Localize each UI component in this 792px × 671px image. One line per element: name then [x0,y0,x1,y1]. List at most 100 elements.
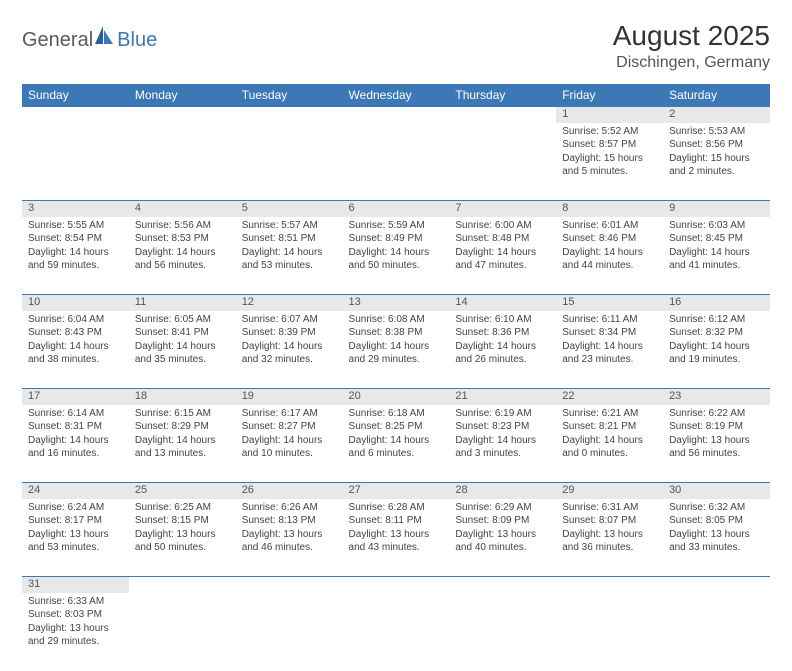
sunset-text: Sunset: 8:41 PM [135,326,230,340]
sunset-text: Sunset: 8:57 PM [562,138,657,152]
day-data-cell: Sunrise: 6:24 AMSunset: 8:17 PMDaylight:… [22,499,129,577]
sunset-text: Sunset: 8:56 PM [669,138,764,152]
sunrise-text: Sunrise: 5:57 AM [242,219,337,233]
sunrise-text: Sunrise: 6:05 AM [135,313,230,327]
sunset-text: Sunset: 8:31 PM [28,420,123,434]
daylight-text: Daylight: 14 hours and 35 minutes. [135,340,230,367]
sunrise-text: Sunrise: 6:31 AM [562,501,657,515]
daylight-text: Daylight: 13 hours and 56 minutes. [669,434,764,461]
day-data-cell: Sunrise: 5:53 AMSunset: 8:56 PMDaylight:… [663,123,770,201]
sail-icon [93,24,115,46]
day-data-cell: Sunrise: 6:04 AMSunset: 8:43 PMDaylight:… [22,311,129,389]
day-data-cell: Sunrise: 5:55 AMSunset: 8:54 PMDaylight:… [22,217,129,295]
day-number-cell: 16 [663,295,770,311]
title-block: August 2025 Dischingen, Germany [613,20,770,72]
sunrise-text: Sunrise: 6:26 AM [242,501,337,515]
sunset-text: Sunset: 8:49 PM [349,232,444,246]
day-data-cell [22,123,129,201]
daylight-text: Daylight: 13 hours and 36 minutes. [562,528,657,555]
sunset-text: Sunset: 8:19 PM [669,420,764,434]
day-number-cell: 10 [22,295,129,311]
sunset-text: Sunset: 8:36 PM [455,326,550,340]
day-data-cell: Sunrise: 5:52 AMSunset: 8:57 PMDaylight:… [556,123,663,201]
sunset-text: Sunset: 8:07 PM [562,514,657,528]
daylight-text: Daylight: 14 hours and 13 minutes. [135,434,230,461]
sunset-text: Sunset: 8:11 PM [349,514,444,528]
sunrise-text: Sunrise: 6:25 AM [135,501,230,515]
day-data-cell: Sunrise: 6:05 AMSunset: 8:41 PMDaylight:… [129,311,236,389]
day-header: Friday [556,84,663,107]
sunrise-text: Sunrise: 6:22 AM [669,407,764,421]
daylight-text: Daylight: 14 hours and 53 minutes. [242,246,337,273]
data-row: Sunrise: 6:33 AMSunset: 8:03 PMDaylight:… [22,593,770,671]
day-number-cell [129,577,236,593]
page-subtitle: Dischingen, Germany [613,54,770,72]
day-number-cell: 8 [556,201,663,217]
daylight-text: Daylight: 14 hours and 0 minutes. [562,434,657,461]
sunrise-text: Sunrise: 5:56 AM [135,219,230,233]
day-number-cell [556,577,663,593]
day-header-row: SundayMondayTuesdayWednesdayThursdayFrid… [22,84,770,107]
daylight-text: Daylight: 13 hours and 50 minutes. [135,528,230,555]
daylight-text: Daylight: 15 hours and 2 minutes. [669,152,764,179]
daylight-text: Daylight: 13 hours and 43 minutes. [349,528,444,555]
day-data-cell: Sunrise: 6:15 AMSunset: 8:29 PMDaylight:… [129,405,236,483]
day-data-cell [129,123,236,201]
day-data-cell: Sunrise: 5:57 AMSunset: 8:51 PMDaylight:… [236,217,343,295]
day-data-cell: Sunrise: 6:29 AMSunset: 8:09 PMDaylight:… [449,499,556,577]
daylight-text: Daylight: 14 hours and 41 minutes. [669,246,764,273]
day-number-cell: 15 [556,295,663,311]
day-data-cell [449,123,556,201]
data-row: Sunrise: 5:55 AMSunset: 8:54 PMDaylight:… [22,217,770,295]
sunrise-text: Sunrise: 6:28 AM [349,501,444,515]
day-data-cell [343,123,450,201]
day-number-cell [236,577,343,593]
day-number-cell: 22 [556,389,663,405]
sunrise-text: Sunrise: 6:21 AM [562,407,657,421]
day-number-cell: 25 [129,483,236,499]
day-number-cell: 28 [449,483,556,499]
daylight-text: Daylight: 15 hours and 5 minutes. [562,152,657,179]
day-number-cell: 4 [129,201,236,217]
day-number-cell [22,107,129,123]
data-row: Sunrise: 6:14 AMSunset: 8:31 PMDaylight:… [22,405,770,483]
calendar-table: SundayMondayTuesdayWednesdayThursdayFrid… [22,84,770,671]
day-data-cell: Sunrise: 6:26 AMSunset: 8:13 PMDaylight:… [236,499,343,577]
daylight-text: Daylight: 14 hours and 56 minutes. [135,246,230,273]
day-number-cell [129,107,236,123]
sunset-text: Sunset: 8:17 PM [28,514,123,528]
day-data-cell: Sunrise: 6:28 AMSunset: 8:11 PMDaylight:… [343,499,450,577]
sunrise-text: Sunrise: 6:03 AM [669,219,764,233]
sunrise-text: Sunrise: 6:11 AM [562,313,657,327]
sunrise-text: Sunrise: 6:24 AM [28,501,123,515]
header: General Blue August 2025 Dischingen, Ger… [22,20,770,72]
sunset-text: Sunset: 8:21 PM [562,420,657,434]
day-data-cell [556,593,663,671]
day-number-cell: 14 [449,295,556,311]
sunrise-text: Sunrise: 5:59 AM [349,219,444,233]
day-number-cell: 31 [22,577,129,593]
daylight-text: Daylight: 14 hours and 26 minutes. [455,340,550,367]
sunset-text: Sunset: 8:03 PM [28,608,123,622]
logo-word-1: General [22,29,93,52]
daylight-text: Daylight: 14 hours and 3 minutes. [455,434,550,461]
day-header: Thursday [449,84,556,107]
daylight-text: Daylight: 14 hours and 6 minutes. [349,434,444,461]
sunrise-text: Sunrise: 5:55 AM [28,219,123,233]
sunrise-text: Sunrise: 5:52 AM [562,125,657,139]
day-number-cell: 21 [449,389,556,405]
day-number-cell: 29 [556,483,663,499]
day-number-cell: 23 [663,389,770,405]
sunset-text: Sunset: 8:43 PM [28,326,123,340]
day-data-cell: Sunrise: 6:11 AMSunset: 8:34 PMDaylight:… [556,311,663,389]
daylight-text: Daylight: 14 hours and 50 minutes. [349,246,444,273]
daylight-text: Daylight: 13 hours and 46 minutes. [242,528,337,555]
sunset-text: Sunset: 8:13 PM [242,514,337,528]
sunrise-text: Sunrise: 6:17 AM [242,407,337,421]
day-data-cell [129,593,236,671]
daylight-text: Daylight: 14 hours and 29 minutes. [349,340,444,367]
day-data-cell: Sunrise: 6:21 AMSunset: 8:21 PMDaylight:… [556,405,663,483]
day-data-cell: Sunrise: 6:25 AMSunset: 8:15 PMDaylight:… [129,499,236,577]
day-number-cell [449,107,556,123]
daynum-row: 10111213141516 [22,295,770,311]
